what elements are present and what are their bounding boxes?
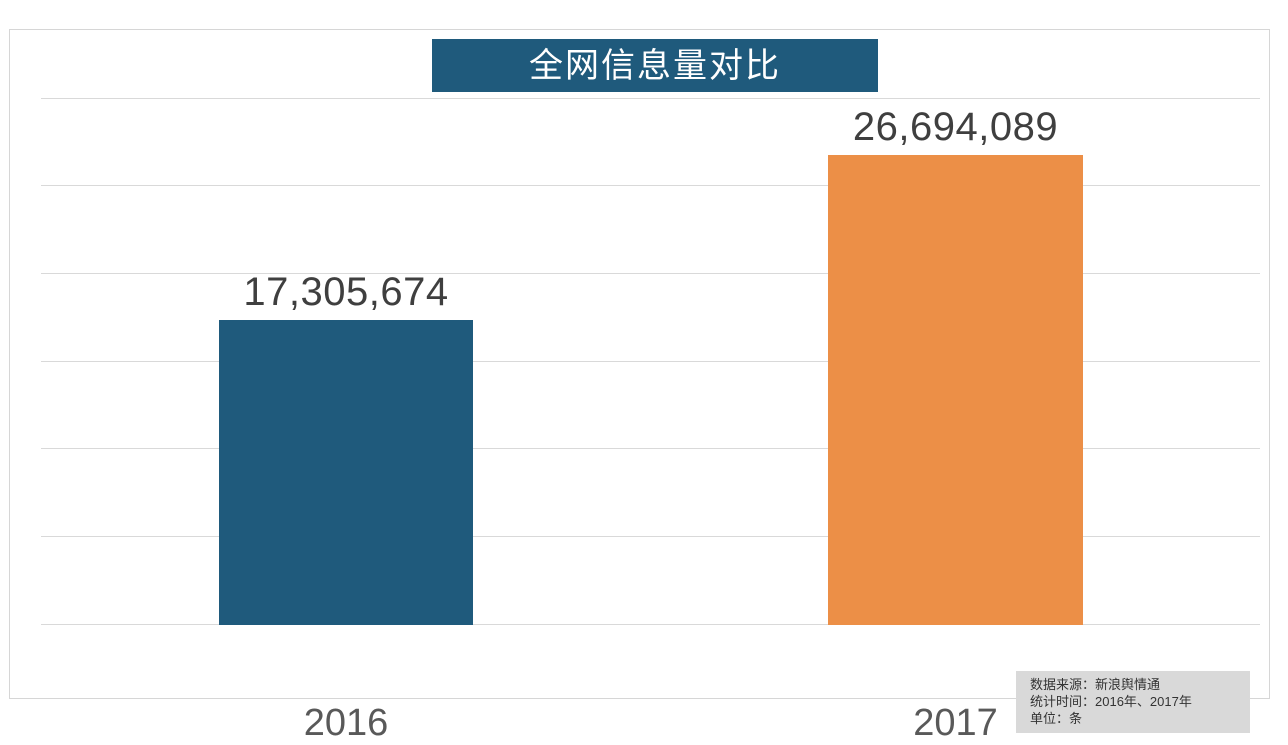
chart-frame: 全网信息量对比 17,305,674 26,694,089 2016 2017 [9,29,1270,744]
gridline-1 [41,98,1260,99]
plot-area: 17,305,674 26,694,089 2016 2017 [41,98,1260,744]
source-note-box: 数据来源：新浪舆情通 统计时间：2016年、2017年 单位：条 [1016,671,1250,733]
source-note-line-2: 统计时间：2016年、2017年 [1030,694,1192,709]
data-label-2017: 26,694,089 [852,105,1059,149]
gridline-5 [41,448,1260,449]
chart-title-banner: 全网信息量对比 [432,39,878,92]
source-note-line-1: 数据来源：新浪舆情通 [1030,677,1161,692]
bar-2017[interactable] [828,155,1083,625]
bar-2016[interactable] [219,320,473,625]
axis-baseline [41,624,1260,625]
category-label-2016: 2016 [303,702,389,744]
source-note-line-3: 单位：条 [1030,711,1083,726]
gridline-3 [41,273,1260,274]
category-label-2017: 2017 [913,702,998,744]
gridline-6 [41,536,1260,537]
page-title: 全网信息量对比 [529,46,781,85]
data-label-2016: 17,305,674 [243,270,449,314]
gridline-2 [41,185,1260,186]
gridline-4 [41,361,1260,362]
